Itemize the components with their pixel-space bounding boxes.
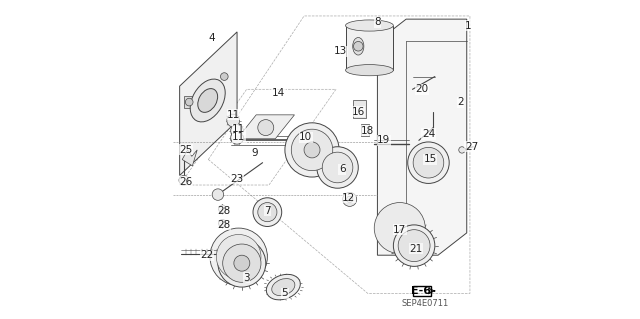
Text: 24: 24 bbox=[422, 129, 435, 139]
Circle shape bbox=[322, 152, 353, 183]
Circle shape bbox=[218, 239, 266, 287]
Ellipse shape bbox=[190, 79, 225, 122]
Text: 6: 6 bbox=[339, 164, 346, 174]
Circle shape bbox=[459, 147, 465, 153]
Text: 19: 19 bbox=[377, 135, 390, 145]
Text: SEP4E0711: SEP4E0711 bbox=[402, 299, 449, 308]
Text: 12: 12 bbox=[342, 193, 355, 203]
Text: 11: 11 bbox=[227, 110, 241, 120]
Circle shape bbox=[227, 114, 239, 127]
Circle shape bbox=[394, 225, 435, 266]
Circle shape bbox=[253, 198, 282, 226]
Text: 14: 14 bbox=[272, 87, 285, 98]
Text: 13: 13 bbox=[334, 46, 348, 56]
Circle shape bbox=[353, 41, 363, 51]
Text: 28: 28 bbox=[218, 205, 231, 216]
Circle shape bbox=[317, 147, 358, 188]
Circle shape bbox=[408, 142, 449, 183]
Circle shape bbox=[398, 230, 430, 262]
Text: 1: 1 bbox=[465, 20, 472, 31]
Text: 28: 28 bbox=[218, 220, 231, 230]
Bar bbox=[353, 100, 366, 118]
Text: 21: 21 bbox=[409, 244, 422, 254]
Text: 17: 17 bbox=[393, 225, 406, 235]
Circle shape bbox=[216, 234, 261, 279]
Bar bbox=[184, 96, 204, 108]
Ellipse shape bbox=[346, 64, 394, 76]
Text: 7: 7 bbox=[264, 205, 271, 216]
Text: 18: 18 bbox=[361, 126, 374, 136]
Circle shape bbox=[179, 175, 189, 185]
Text: 3: 3 bbox=[243, 272, 250, 283]
Circle shape bbox=[285, 123, 339, 177]
Polygon shape bbox=[346, 26, 394, 70]
Ellipse shape bbox=[266, 274, 300, 300]
Circle shape bbox=[304, 142, 320, 158]
Text: 9: 9 bbox=[252, 148, 258, 158]
Circle shape bbox=[230, 124, 243, 137]
Circle shape bbox=[223, 244, 261, 282]
Ellipse shape bbox=[198, 89, 218, 112]
Text: 20: 20 bbox=[415, 84, 429, 94]
Circle shape bbox=[346, 196, 353, 203]
Text: 25: 25 bbox=[179, 145, 193, 155]
Circle shape bbox=[342, 192, 356, 206]
Text: 22: 22 bbox=[200, 250, 213, 260]
Ellipse shape bbox=[272, 278, 295, 296]
Polygon shape bbox=[378, 19, 467, 255]
Polygon shape bbox=[182, 150, 197, 166]
Text: 8: 8 bbox=[374, 17, 381, 27]
Circle shape bbox=[218, 205, 226, 213]
Circle shape bbox=[234, 255, 250, 271]
Polygon shape bbox=[237, 115, 294, 139]
Text: 2: 2 bbox=[457, 97, 463, 107]
Circle shape bbox=[230, 131, 243, 144]
Text: 23: 23 bbox=[230, 174, 244, 184]
Bar bbox=[362, 124, 369, 136]
Text: 11: 11 bbox=[232, 124, 245, 134]
Circle shape bbox=[212, 189, 223, 200]
Ellipse shape bbox=[353, 38, 364, 55]
Circle shape bbox=[258, 120, 274, 136]
Ellipse shape bbox=[346, 20, 394, 31]
Bar bbox=[413, 286, 431, 296]
Text: 10: 10 bbox=[299, 132, 312, 142]
Text: 16: 16 bbox=[351, 107, 365, 117]
Text: 5: 5 bbox=[282, 288, 288, 299]
Text: 15: 15 bbox=[424, 154, 436, 165]
Text: 27: 27 bbox=[465, 142, 478, 152]
Circle shape bbox=[218, 219, 226, 227]
Text: 26: 26 bbox=[179, 177, 193, 187]
Circle shape bbox=[413, 147, 444, 178]
Circle shape bbox=[291, 129, 333, 171]
Circle shape bbox=[186, 98, 193, 106]
Polygon shape bbox=[180, 32, 237, 175]
Circle shape bbox=[374, 203, 425, 254]
Text: 11: 11 bbox=[232, 132, 245, 142]
Text: E-6: E-6 bbox=[412, 286, 431, 296]
Circle shape bbox=[258, 203, 277, 222]
Text: 4: 4 bbox=[208, 33, 215, 43]
Circle shape bbox=[210, 228, 268, 286]
Circle shape bbox=[220, 73, 228, 80]
